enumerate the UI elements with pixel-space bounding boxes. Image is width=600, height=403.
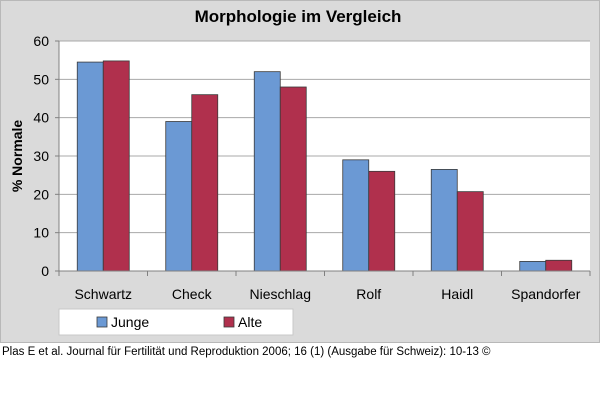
category-label: Check xyxy=(172,286,213,302)
x-tick-marks xyxy=(58,271,591,276)
y-tick-label: 0 xyxy=(41,263,49,279)
y-tick-label: 20 xyxy=(33,186,49,202)
category-label: Spandorfer xyxy=(511,286,581,302)
bars xyxy=(76,60,573,272)
category-label: Rolf xyxy=(356,286,381,302)
bar-junge-rolf xyxy=(342,159,370,272)
legend: Junge Alte xyxy=(58,308,294,336)
chart-title: Morphologie im Vergleich xyxy=(195,7,402,26)
y-tick-labels: 0 10 20 30 40 50 60 xyxy=(33,33,59,279)
bar-alte-spandorfer xyxy=(545,259,573,272)
category-label: Schwartz xyxy=(74,286,132,302)
legend-swatch-junge xyxy=(96,316,108,328)
legend-swatch-alte xyxy=(223,316,235,328)
bar-alte-haidl xyxy=(456,191,484,272)
y-tick-label: 60 xyxy=(33,33,49,49)
bar-junge-nieschlag xyxy=(253,71,281,272)
bar-alte-schwartz xyxy=(102,60,130,272)
y-tick-label: 40 xyxy=(33,110,49,126)
y-axis-label: % Normale xyxy=(9,120,25,193)
gridlines xyxy=(59,40,590,234)
legend-items: Junge Alte xyxy=(96,314,262,330)
bar-alte-rolf xyxy=(368,170,396,272)
legend-label-junge: Junge xyxy=(111,314,149,330)
category-label: Haidl xyxy=(441,286,473,302)
bar-alte-nieschlag xyxy=(279,86,307,272)
bar-junge-check xyxy=(165,121,193,272)
source-caption: Plas E et al. Journal für Fertilität und… xyxy=(2,346,491,358)
bar-junge-spandorfer xyxy=(519,261,547,272)
bar-chart: Morphologie im Vergleich 0 10 20 30 40 50 60 S… xyxy=(9,7,591,336)
legend-label-alte: Alte xyxy=(238,314,262,330)
bar-junge-schwartz xyxy=(76,61,104,272)
category-labels: Schwartz Check Nieschlag Rolf Haidl Spandorfe… xyxy=(74,286,580,302)
chart-frame: Morphologie im Vergleich 0 10 20 30 40 50 60 S… xyxy=(0,0,600,343)
bar-junge-haidl xyxy=(430,169,458,272)
category-label: Nieschlag xyxy=(250,286,311,302)
y-tick-label: 30 xyxy=(33,148,49,164)
y-tick-label: 50 xyxy=(33,71,49,87)
y-tick-label: 10 xyxy=(33,225,49,241)
bar-alte-check xyxy=(191,94,219,272)
